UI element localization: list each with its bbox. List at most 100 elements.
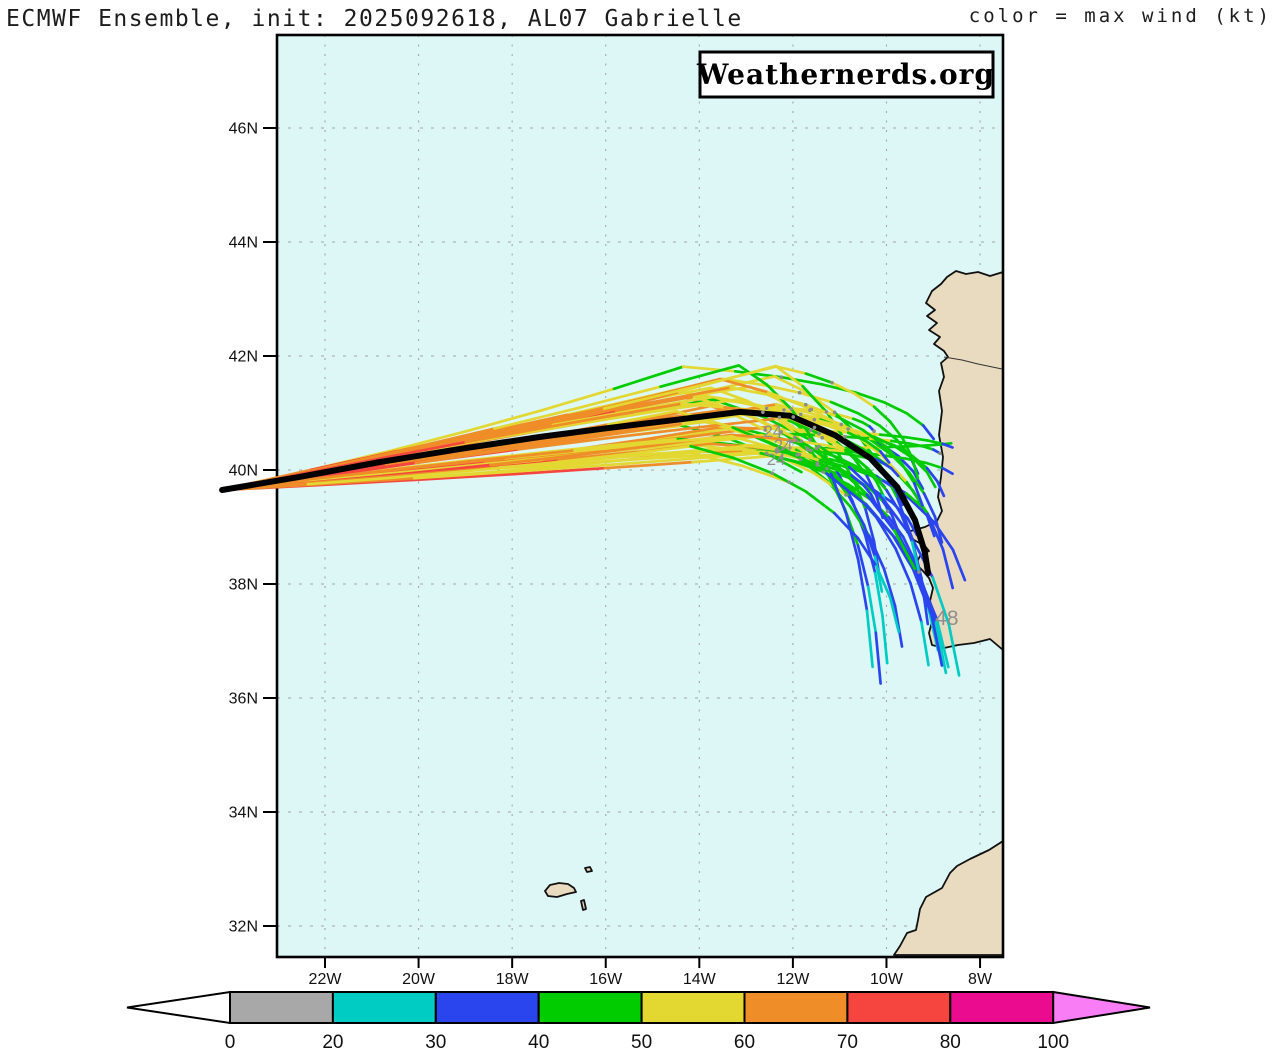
ensemble-track-segment <box>847 483 873 502</box>
ensemble-track-segment <box>769 393 808 407</box>
ensemble-track-segment <box>489 454 575 467</box>
ensemble-track-segment <box>804 490 836 515</box>
ensemble-track-segment <box>773 375 808 394</box>
ensemble-track-segment <box>892 529 918 573</box>
ensemble-track-segment <box>642 426 721 441</box>
ensemble-track-segment <box>931 576 951 626</box>
lon-tick-label: 18W <box>496 971 530 988</box>
ensemble-track-segment <box>689 444 736 460</box>
ensemble-track-segment <box>865 474 878 498</box>
hour-marker <box>799 439 804 444</box>
ensemble-track-segment <box>935 479 946 498</box>
ensemble-track-segment <box>468 461 549 473</box>
ensemble-track-segment <box>856 411 882 428</box>
hour-marker <box>832 410 837 415</box>
hour-marker <box>764 451 769 456</box>
ensemble-track-segment <box>668 444 752 455</box>
ensemble-track-segment <box>823 423 850 435</box>
ensemble-track-segment <box>922 492 937 519</box>
colorbar-label: 80 <box>940 1032 961 1053</box>
ensemble-track-segment <box>853 392 876 409</box>
hour-marker <box>808 437 812 442</box>
river-minho <box>943 356 1003 370</box>
ensemble-track-segment <box>856 544 870 589</box>
colorbar-cell <box>434 991 540 1024</box>
ensemble-track-segment <box>804 372 834 385</box>
ensemble-track-segment <box>866 436 892 456</box>
ensemble-track-segment <box>764 450 795 459</box>
ensemble-track-segment <box>864 508 876 543</box>
hour-label: 24 <box>774 436 793 455</box>
ensemble-track-segment <box>612 365 685 391</box>
map-layer: 46N 44N 42N 40N 38N 36N 34N 32N 22W 20W 18W 16W 14W 1… <box>219 33 1005 988</box>
ensemble-track-segment <box>873 571 884 618</box>
ensemble-track-segment <box>933 515 944 544</box>
ensemble-track-segment <box>847 465 885 501</box>
ensemble-track-segment <box>540 387 616 412</box>
lat-tick-label: 34N <box>229 805 258 822</box>
ensemble-track-segment <box>920 620 930 667</box>
colorbar-cell <box>743 991 849 1024</box>
ensemble-track-segment <box>690 365 778 389</box>
lon-tick-label: 10W <box>870 971 904 988</box>
ensemble-track-segment <box>914 569 934 618</box>
ensemble-track-segment <box>951 548 967 582</box>
grid-layer <box>277 35 1003 957</box>
ensemble-track-segment <box>847 495 866 527</box>
ensemble-track-segment <box>854 391 886 404</box>
ensemble-track-segment <box>881 500 894 516</box>
hour-marker <box>825 466 829 471</box>
hour-marker <box>798 457 803 462</box>
ensemble-track-segment <box>910 456 920 480</box>
ensemble-track-segment <box>874 479 885 497</box>
ensemble-track-segment <box>609 425 702 440</box>
hour-marker <box>761 410 765 415</box>
hour-marker <box>938 451 942 456</box>
colorbar-cell <box>229 991 334 1024</box>
hour-marker <box>812 417 817 422</box>
ensemble-track-segment <box>606 409 678 426</box>
lat-tick-label: 32N <box>229 919 258 936</box>
ensemble-track-segment <box>881 614 889 665</box>
ensemble-track-segment <box>879 450 891 464</box>
hour-marker <box>770 471 775 476</box>
ensemble-track-segment <box>801 384 828 414</box>
ensemble-track-segment <box>763 415 812 442</box>
ensemble-track-segment <box>844 512 860 562</box>
ensemble-track-segment <box>862 501 897 539</box>
ensemble-track-segment <box>906 516 919 537</box>
ensemble-track-segment <box>787 419 821 436</box>
ensemble-track-segment <box>653 435 734 445</box>
colorbar-cell <box>331 991 437 1024</box>
ensemble-track-segment <box>869 493 878 507</box>
ensemble-track-segment <box>911 470 925 491</box>
ensemble-track-segment <box>888 420 905 440</box>
ensemble-track-segment <box>718 377 770 394</box>
ensemble-track-segment <box>852 456 869 478</box>
hour-marker <box>814 446 819 451</box>
ensemble-track-segment <box>775 365 808 375</box>
ensemble-track-segment <box>476 437 559 451</box>
ensemble-track-segment <box>608 437 680 447</box>
hour-marker <box>839 422 844 427</box>
ensemble-track-segment <box>941 547 955 590</box>
ensemble-track-segment <box>830 381 857 396</box>
ensemble-track-segment <box>907 442 925 448</box>
ensemble-track-segment <box>536 444 611 455</box>
hour-marker <box>815 463 819 467</box>
ensemble-track-segment <box>775 447 819 467</box>
hour-marker <box>809 407 814 412</box>
ensemble-track-segment <box>512 466 607 476</box>
ensemble-track-segment <box>885 488 903 516</box>
ensemble-track-segment <box>418 472 516 481</box>
colorbar-cell <box>537 991 643 1024</box>
map-border <box>275 33 1005 959</box>
ensemble-track-segment <box>313 467 406 481</box>
ensemble-track-segment <box>887 515 905 539</box>
ensemble-track-segment <box>595 455 685 464</box>
ensemble-track-segment <box>909 582 923 624</box>
ensemble-track-segment <box>389 469 472 480</box>
ensemble-track-segment <box>941 466 954 476</box>
hour-marker <box>779 430 783 434</box>
